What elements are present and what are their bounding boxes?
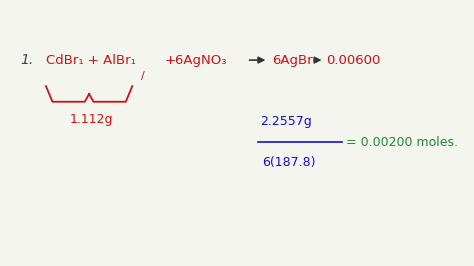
Text: 2.2557g: 2.2557g xyxy=(260,115,311,128)
Text: +6AgNO₃: +6AgNO₃ xyxy=(164,53,227,66)
Text: 6AgBr: 6AgBr xyxy=(273,53,313,66)
Text: 6(187.8): 6(187.8) xyxy=(262,156,315,169)
Text: = 0.00200 moles.: = 0.00200 moles. xyxy=(346,136,458,149)
Text: 0.00600: 0.00600 xyxy=(327,53,381,66)
Text: 1.112g: 1.112g xyxy=(70,114,113,126)
Text: 1.: 1. xyxy=(20,53,33,67)
Text: CdBr₁ + AlBr₁: CdBr₁ + AlBr₁ xyxy=(46,53,136,66)
Text: /: / xyxy=(141,71,145,81)
